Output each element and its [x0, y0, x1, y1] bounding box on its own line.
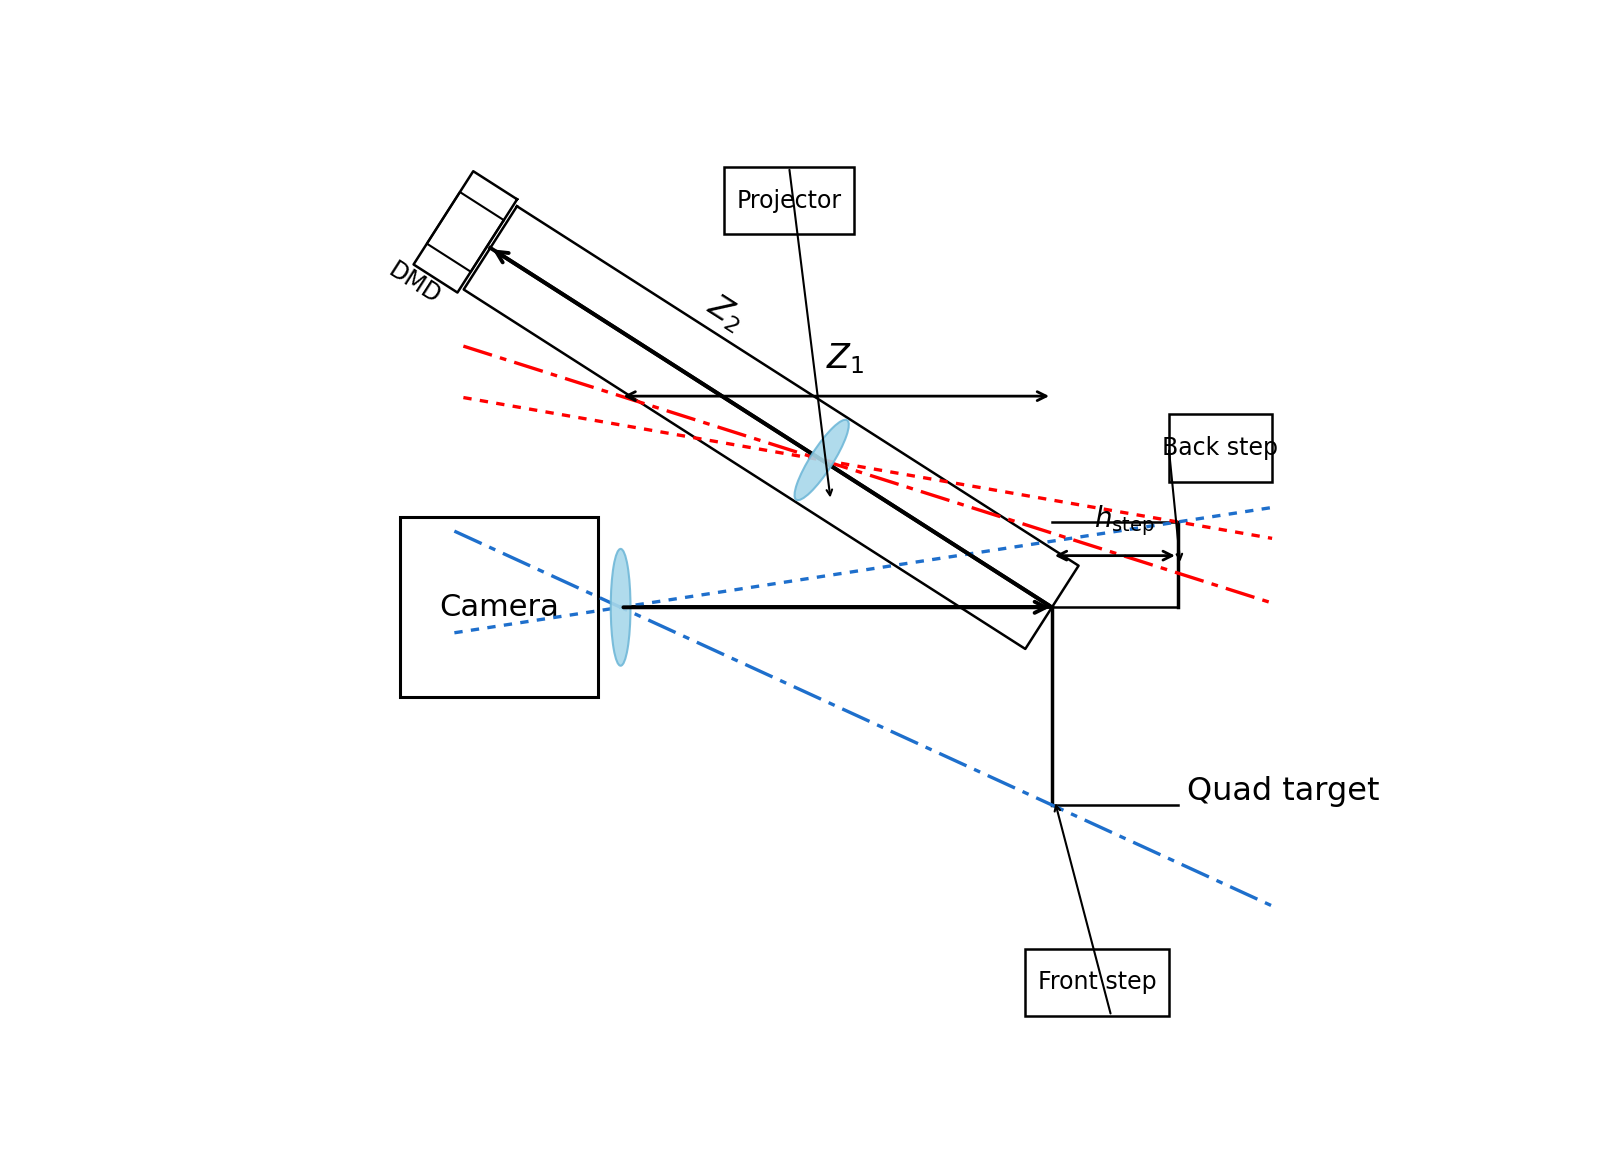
Text: Projector: Projector — [737, 189, 842, 212]
Text: Front step: Front step — [1037, 971, 1156, 994]
Text: Back step: Back step — [1162, 435, 1279, 460]
FancyBboxPatch shape — [724, 167, 854, 235]
Text: DMD: DMD — [385, 258, 445, 309]
Bar — [401, 517, 599, 697]
Text: Camera: Camera — [440, 593, 560, 622]
FancyBboxPatch shape — [1026, 949, 1169, 1016]
Ellipse shape — [610, 548, 630, 665]
Text: $Z_1$: $Z_1$ — [826, 342, 865, 377]
Text: $Z_2$: $Z_2$ — [701, 289, 750, 336]
Text: Quad target: Quad target — [1186, 776, 1380, 808]
FancyBboxPatch shape — [1169, 414, 1272, 482]
Text: $h_\mathrm{step}$: $h_\mathrm{step}$ — [1094, 503, 1154, 538]
Ellipse shape — [795, 420, 849, 501]
